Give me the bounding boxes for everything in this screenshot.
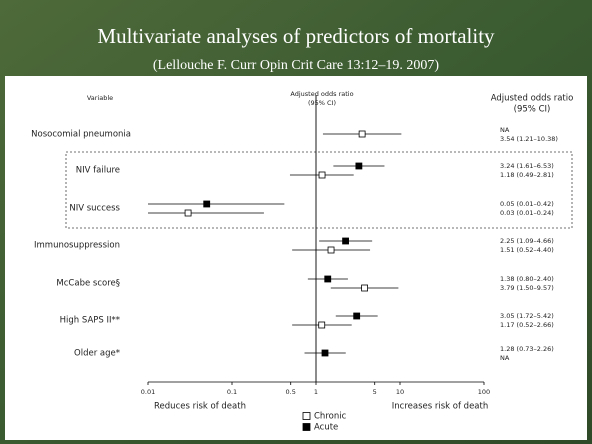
point-estimate [353, 312, 361, 320]
point-estimate [327, 246, 335, 254]
point-estimate [203, 200, 211, 208]
point-estimate [318, 321, 326, 329]
ci-label: 1.51 (0.52–4.40) [500, 246, 554, 254]
point-estimate [358, 130, 366, 138]
variable-label: NIV success [69, 204, 120, 214]
title: Multivariate analyses of predictors of m… [97, 24, 495, 48]
variable-label: Nosocomial pneumonia [31, 130, 131, 140]
legend-label: Acute [314, 423, 338, 433]
x-tick-label: 5 [373, 388, 377, 396]
ci-label: 3.05 (1.72–5.42) [500, 312, 554, 320]
x-tick-label: 0.1 [227, 388, 237, 396]
x-tick-label: 100 [478, 388, 490, 396]
legend-swatch [302, 423, 311, 431]
point-estimate [321, 349, 329, 357]
x-label-right: Increases risk of death [392, 402, 488, 412]
ci-label: 1.18 (0.49–2.81) [500, 171, 554, 179]
ci-label: NA [500, 354, 510, 362]
ci-header: (95% CI) [514, 105, 551, 115]
point-estimate [342, 237, 349, 245]
ci-header: Adjusted odds ratio [491, 94, 574, 104]
ci-label: 1.38 (0.80–2.40) [500, 275, 554, 283]
variable-label: McCabe score§ [56, 279, 120, 289]
variable-label: Older age* [74, 349, 120, 359]
point-estimate [318, 171, 326, 179]
x-tick-label: 0.5 [286, 388, 296, 396]
legend-label: Chronic [314, 412, 347, 422]
x-label-left: Reduces risk of death [154, 402, 246, 412]
ci-label: 3.79 (1.50–9.57) [500, 284, 554, 292]
variable-label: Immunosuppression [34, 241, 120, 251]
variable-label: High SAPS II** [60, 316, 120, 326]
variable-label: NIV failure [76, 166, 120, 176]
ci-label: 3.24 (1.61–6.53) [500, 162, 554, 170]
point-estimate [324, 275, 332, 283]
ci-label: NA [500, 126, 510, 134]
ci-label: 1.28 (0.73–2.26) [500, 345, 554, 353]
ci-label: 3.54 (1.21–10.38) [500, 135, 558, 143]
point-estimate [361, 284, 369, 292]
variable-header: Variable [87, 94, 113, 102]
ci-label: 0.05 (0.01–0.42) [500, 200, 554, 208]
plot-header: (95% CI) [308, 99, 336, 107]
plot-header: Adjusted odds ratio [290, 90, 353, 98]
panel [5, 76, 587, 440]
x-tick-label: 0.01 [141, 388, 155, 396]
x-tick-label: 1 [314, 388, 318, 396]
point-estimate [355, 162, 363, 170]
ci-label: 2.25 (1.09–4.66) [500, 237, 554, 245]
point-estimate [184, 209, 192, 217]
ci-label: 0.03 (0.01–0.24) [500, 209, 554, 217]
subtitle: (Lellouche F. Curr Opin Crit Care 13:12–… [153, 58, 440, 73]
group-box [65, 151, 573, 229]
legend-swatch [302, 412, 311, 420]
x-tick-label: 10 [396, 388, 404, 396]
ci-label: 1.17 (0.52–2.66) [500, 321, 554, 329]
